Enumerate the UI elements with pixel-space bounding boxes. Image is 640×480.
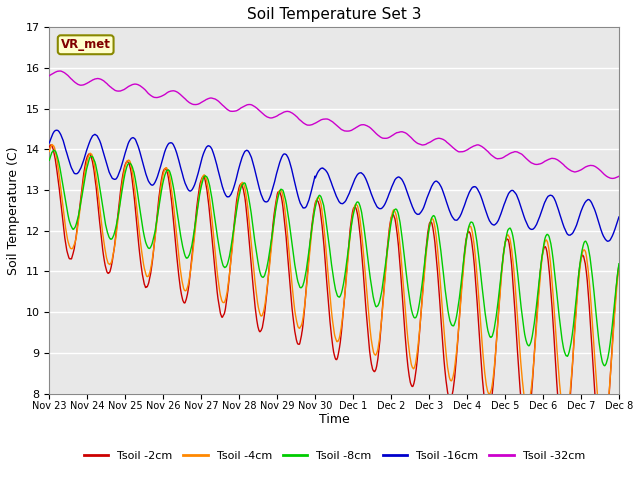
Y-axis label: Soil Temperature (C): Soil Temperature (C) <box>7 146 20 275</box>
Text: VR_met: VR_met <box>61 38 111 51</box>
Legend: Tsoil -2cm, Tsoil -4cm, Tsoil -8cm, Tsoil -16cm, Tsoil -32cm: Tsoil -2cm, Tsoil -4cm, Tsoil -8cm, Tsoi… <box>79 447 589 466</box>
Title: Soil Temperature Set 3: Soil Temperature Set 3 <box>247 7 421 22</box>
X-axis label: Time: Time <box>319 413 349 426</box>
